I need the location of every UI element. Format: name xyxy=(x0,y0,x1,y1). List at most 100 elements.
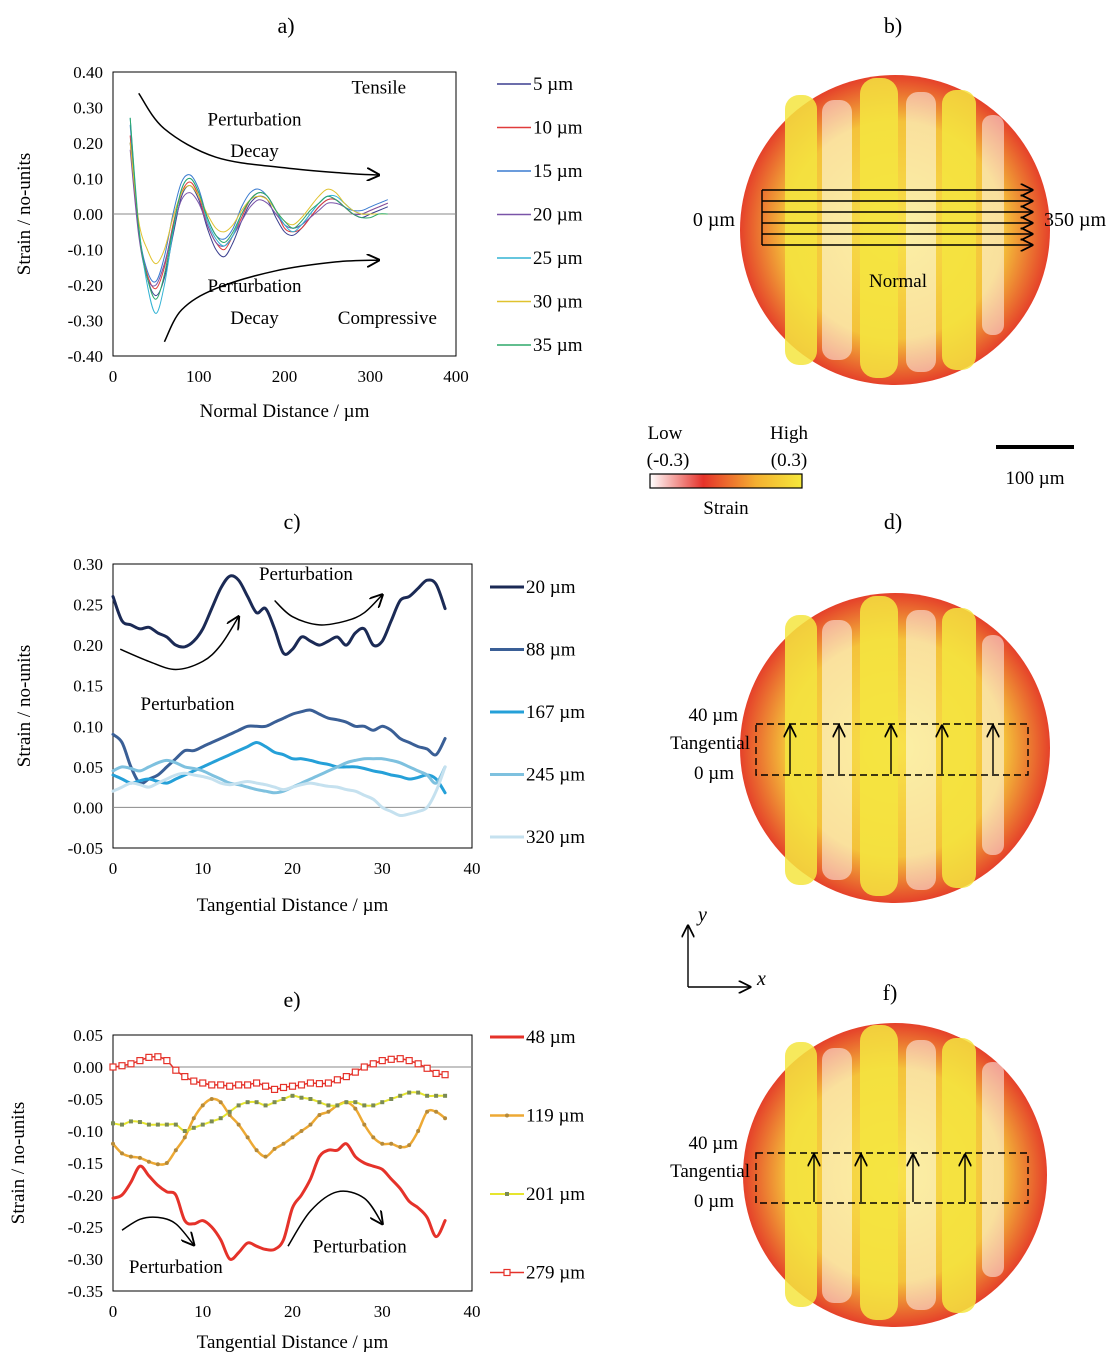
data-point xyxy=(236,1103,241,1108)
data-point xyxy=(414,1060,422,1068)
x-tick-label: 10 xyxy=(194,859,211,878)
map-d-label-top: 40 µm xyxy=(689,705,739,726)
plot-frame xyxy=(112,563,473,849)
data-point xyxy=(200,1122,205,1127)
data-point xyxy=(236,1122,241,1127)
data-point xyxy=(182,1135,187,1140)
data-point xyxy=(317,1113,322,1117)
yellow-stripes-d xyxy=(785,596,976,896)
series-line xyxy=(111,757,447,795)
colorbar-high: High xyxy=(770,423,809,444)
x-tick-label: 0 xyxy=(109,859,118,878)
data-point xyxy=(245,1100,250,1105)
data-point xyxy=(443,1093,448,1098)
legend-label: 20 µm xyxy=(533,205,583,226)
data-point xyxy=(378,1056,386,1065)
plot-frame xyxy=(112,1034,473,1292)
panel-label-b: b) xyxy=(884,13,902,38)
legend-label: 88 µm xyxy=(526,640,576,661)
scan-lines-b xyxy=(761,190,1032,245)
series-line xyxy=(112,1091,447,1133)
y-tick-label: -0.10 xyxy=(68,241,103,260)
data-point xyxy=(371,1103,376,1108)
data-point xyxy=(299,1095,304,1100)
x-tick-label: 400 xyxy=(443,367,469,386)
y-tick-label: 0.30 xyxy=(73,555,103,574)
data-point xyxy=(118,1062,126,1070)
scan-box-d xyxy=(755,723,1029,776)
x-tick-label: 20 xyxy=(284,1302,301,1321)
data-point xyxy=(164,1122,169,1127)
y-tick-label: -0.35 xyxy=(68,1282,103,1301)
data-point xyxy=(315,1080,324,1088)
data-point xyxy=(111,1141,115,1146)
chart-c: -0.05 0.00 0.05 0.10 0.15 0.20 0.25 0.30 0 10 20 30… xyxy=(14,555,585,916)
map-b-label-center: Normal xyxy=(869,271,927,292)
data-point xyxy=(290,1093,295,1098)
data-point xyxy=(434,1093,439,1098)
data-point xyxy=(371,1135,376,1140)
data-point xyxy=(119,1122,124,1127)
x-tick-label: 10 xyxy=(194,1302,211,1321)
annotation-text: Perturbation xyxy=(208,109,302,130)
x-tick-label: 40 xyxy=(464,1302,481,1321)
annotation-text: Tensile xyxy=(352,77,407,98)
x-tick-label: 100 xyxy=(186,367,212,386)
chart-e: -0.35 -0.30 -0.25 -0.20 -0.15 -0.10 -0.05 0.00 0… xyxy=(8,1026,585,1353)
x-tick-label: 30 xyxy=(374,1302,391,1321)
y-tick-label: -0.40 xyxy=(68,347,103,366)
data-point xyxy=(407,1090,412,1095)
data-point xyxy=(326,1109,331,1114)
data-point xyxy=(199,1079,207,1087)
data-point xyxy=(432,1069,440,1078)
legend-label: 25 µm xyxy=(533,248,583,269)
data-point xyxy=(389,1141,394,1146)
data-point xyxy=(155,1162,160,1167)
strain-map-b: 0 µm 350 µm Normal xyxy=(693,75,1107,385)
data-point xyxy=(425,1093,430,1098)
data-point xyxy=(380,1141,385,1146)
y-tick-label: -0.15 xyxy=(68,1154,103,1173)
data-point xyxy=(263,1103,268,1108)
map-d-label-bottom: 0 µm xyxy=(694,763,734,784)
y-tick-label: 0.20 xyxy=(73,134,103,153)
data-point xyxy=(360,1063,368,1071)
x-axis-label: Tangential Distance / µm xyxy=(197,1332,389,1353)
legend-marker xyxy=(503,1268,511,1277)
data-point xyxy=(137,1120,142,1125)
white-gaps-f xyxy=(822,1040,1004,1310)
data-point xyxy=(128,1119,133,1124)
white-gaps-d xyxy=(822,610,1004,890)
data-point xyxy=(244,1081,252,1089)
annotation-text: Perturbation xyxy=(141,694,235,715)
data-point xyxy=(119,1151,124,1156)
data-point xyxy=(362,1103,367,1108)
colorbar-low: Low xyxy=(648,423,683,444)
y-tick-label: -0.10 xyxy=(68,1122,103,1141)
data-point xyxy=(308,1097,313,1101)
y-tick-label: 0.10 xyxy=(73,170,103,189)
x-tick-label: 20 xyxy=(284,859,301,878)
data-point xyxy=(398,1093,403,1098)
annotation-arrow xyxy=(119,617,238,671)
data-point xyxy=(227,1109,232,1114)
y-tick-label: 0.25 xyxy=(73,596,103,615)
data-point xyxy=(353,1106,358,1111)
legend-marker xyxy=(505,1192,509,1196)
panel-label-e: e) xyxy=(283,987,300,1012)
data-point xyxy=(362,1122,367,1127)
data-point xyxy=(297,1081,306,1089)
data-point xyxy=(173,1122,178,1127)
data-point xyxy=(163,1056,171,1065)
data-point xyxy=(441,1071,449,1079)
data-point xyxy=(261,1082,270,1090)
annotation-text: Decay xyxy=(230,141,279,162)
panel-label-a: a) xyxy=(277,13,294,38)
data-point xyxy=(146,1159,151,1164)
y-tick-label: 0.05 xyxy=(73,758,103,777)
data-point xyxy=(263,1154,268,1159)
data-point xyxy=(217,1081,225,1089)
legend-label: 119 µm xyxy=(526,1106,584,1127)
y-tick-label: -0.20 xyxy=(68,276,103,295)
data-point xyxy=(145,1053,153,1062)
